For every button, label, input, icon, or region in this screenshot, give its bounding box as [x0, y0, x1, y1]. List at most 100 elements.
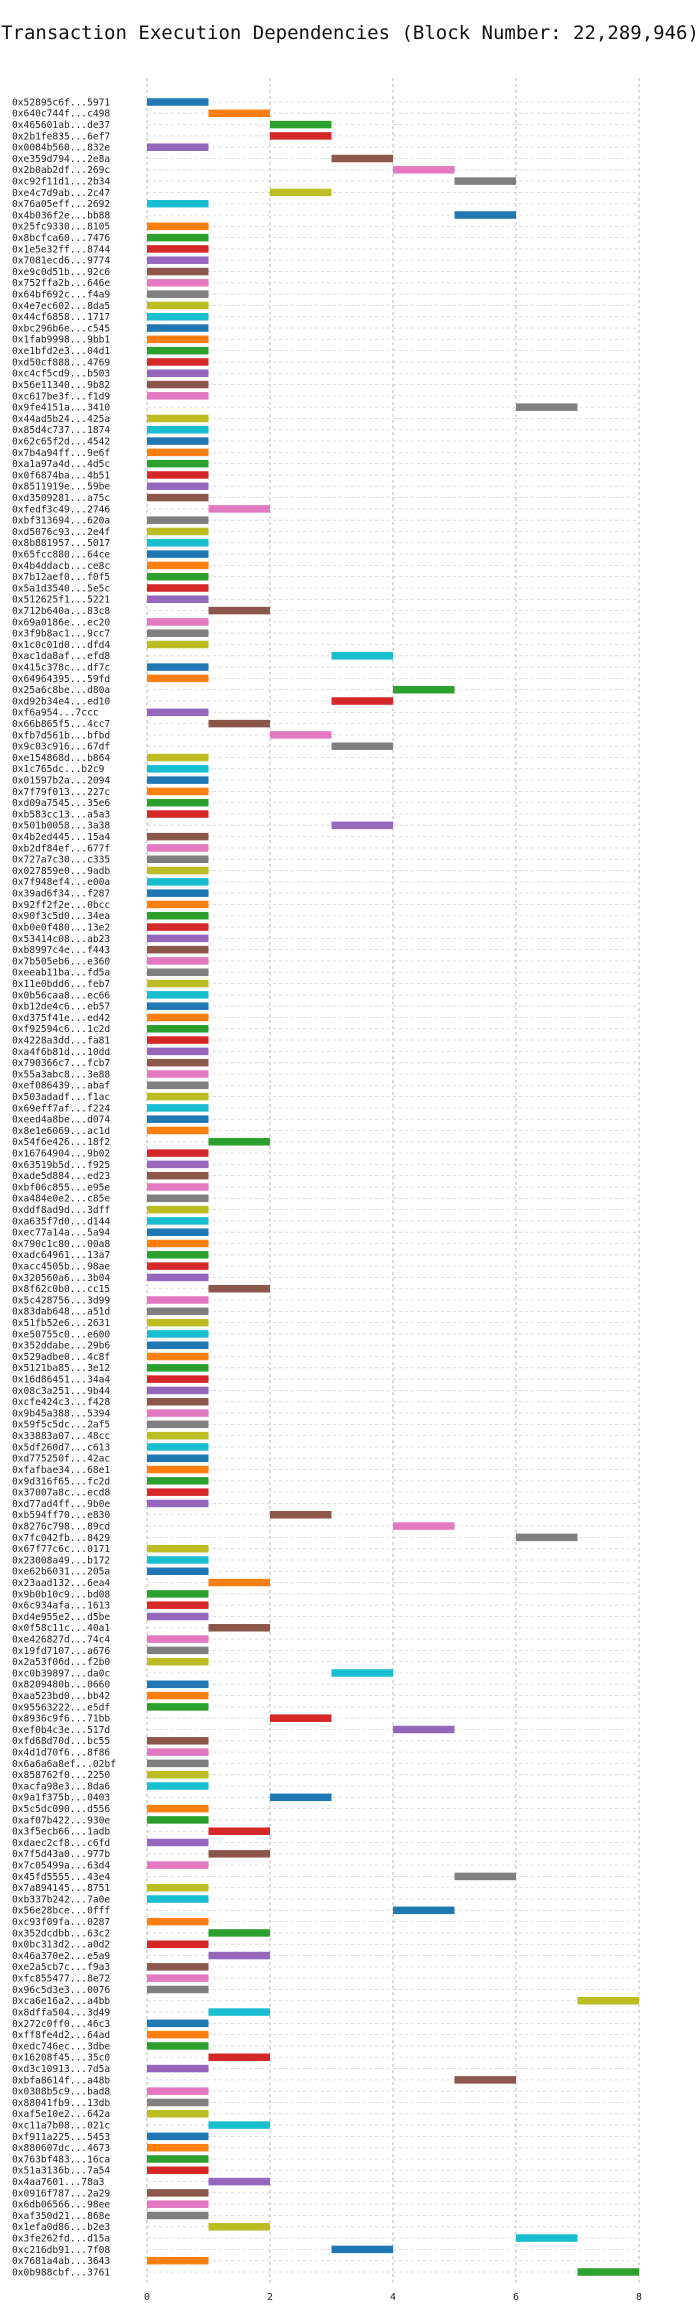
tx-bar: [147, 493, 209, 502]
tx-bar: [147, 1104, 209, 1112]
tx-label: 0x7b4a94ff...9e6f: [12, 448, 110, 459]
tx-label: 0x55a3abc8...3e88: [12, 1069, 110, 1080]
tx-label: 0xfafbae34...68e1: [12, 1465, 110, 1476]
tx-bar: [147, 1070, 209, 1078]
tx-label: 0x027859e0...9adb: [12, 866, 110, 877]
tx-bar: [208, 1850, 270, 1858]
tx-bar: [147, 527, 209, 536]
tx-bar: [147, 1985, 209, 1994]
tx-label: 0xacc4505b...98ae: [12, 1262, 110, 1273]
tx-bar: [147, 2211, 209, 2220]
tx-bar: [147, 787, 209, 796]
tx-bar: [208, 109, 270, 118]
tx-label: 0x2a53f06d...f2b0: [12, 1657, 110, 1668]
tx-bar: [208, 719, 270, 728]
tx-label: 0x1e5e32ff...8744: [12, 244, 110, 255]
tx-label: 0x352dcdbb...63c2: [12, 1928, 110, 1939]
tx-label: 0xc0b39897...da0c: [12, 1668, 110, 1679]
tx-bar: [147, 1352, 209, 1361]
tx-bar: [147, 1974, 209, 1982]
tx-label: 0x9a1f375b...0403: [12, 1793, 110, 1804]
tx-bar: [147, 1454, 209, 1462]
tx-bar: [147, 1228, 209, 1236]
tx-bar: [147, 1770, 209, 1779]
tx-bar: [147, 1883, 209, 1892]
tx-label: 0xa4f6b81d...10dd: [12, 1047, 110, 1058]
tx-label: 0x4228a3dd...fa81: [12, 1035, 110, 1046]
tx-bar: [270, 1511, 332, 1519]
tx-label: 0x7b505eb6...e360: [12, 956, 110, 967]
tx-bar: [208, 1929, 270, 1937]
tx-label: 0x7fc042fb...8429: [12, 1533, 110, 1544]
tx-bar: [270, 1793, 332, 1802]
tx-label: 0x0308b5c9...bad8: [12, 2087, 110, 2098]
tx-label: 0xff8fe4d2...64ad: [12, 2030, 110, 2041]
tx-label: 0x53414c08...ab23: [12, 934, 110, 945]
tx-bar: [147, 335, 209, 344]
tx-bar: [147, 629, 209, 637]
tx-label: 0x529adbe0...4c8f: [12, 1352, 110, 1363]
tx-bar: [147, 2132, 209, 2141]
tx-label: 0x8936c9f6...71bb: [12, 1714, 110, 1725]
tx-label: 0x9c03c916...67df: [12, 742, 110, 753]
tx-label: 0x19fd7107...a676: [12, 1646, 110, 1657]
tx-bar: [147, 855, 209, 863]
tx-label: 0xc216db91...7f08: [12, 2245, 110, 2256]
tx-label: 0x25fc9330...8105: [12, 222, 110, 233]
tx-bar: [147, 708, 209, 717]
tx-label: 0x8209480b...0660: [12, 1680, 110, 1691]
tx-label: 0x4b2ed445...15a4: [12, 832, 110, 843]
tx-label: 0x503adadf...f1ac: [12, 1092, 110, 1103]
tx-label: 0xd09a7545...35e6: [12, 798, 110, 809]
tx-label: 0xb8997c4e...f443: [12, 945, 110, 956]
tx-bar: [147, 1748, 209, 1756]
tx-label: 0xca6e16a2...a4bb: [12, 1996, 110, 2007]
tx-label: 0x69a0186e...ec20: [12, 617, 110, 628]
tx-bar: [147, 1251, 209, 1259]
tx-bar: [147, 1149, 209, 1157]
tx-bar: [147, 267, 209, 276]
bars: [147, 98, 639, 2276]
tx-label: 0x01597b2a...2094: [12, 776, 110, 787]
tx-bar: [147, 1963, 209, 1971]
x-axis-ticks: 0 2 4 6 8: [144, 2292, 642, 2303]
tx-bar: [147, 912, 209, 920]
tx-bar: [147, 810, 209, 818]
tx-bar: [147, 1126, 209, 1135]
tx-bar: [270, 188, 332, 197]
tx-bar: [147, 426, 209, 434]
tx-label: 0x7b12aef0...f0f5: [12, 572, 110, 583]
tx-bar: [147, 2064, 209, 2073]
tx-label: 0xfd68d70d...bc55: [12, 1736, 110, 1747]
tx-bar: [147, 290, 209, 298]
tx-bar: [147, 245, 209, 253]
tx-label: 0x8bcfca60...7476: [12, 233, 110, 244]
x-tick-label: 6: [513, 2292, 519, 2303]
tx-label: 0x6db06566...98ee: [12, 2200, 110, 2211]
tx-bar: [147, 1013, 209, 1022]
tx-bar: [331, 2245, 393, 2254]
tx-label: 0x790366c7...fcb7: [12, 1058, 110, 1069]
tx-bar: [147, 979, 209, 988]
tx-bar: [147, 279, 209, 287]
tx-label: 0xdaec2cf8...c6fd: [12, 1838, 110, 1849]
tx-bar: [147, 945, 209, 954]
tx-bar: [147, 1556, 209, 1564]
tx-bar: [208, 606, 270, 615]
tx-label: 0x9fe4151a...3410: [12, 403, 110, 414]
tx-bar: [147, 1861, 209, 1869]
tx-bar: [270, 120, 332, 129]
x-tick-label: 0: [144, 2292, 150, 2303]
tx-bar: [147, 1431, 209, 1440]
tx-label: 0x8276c798...89cd: [12, 1521, 110, 1532]
tx-bar: [147, 584, 209, 592]
tx-label: 0x65fcc880...64ce: [12, 549, 110, 560]
tx-bar: [147, 2019, 209, 2028]
tx-bar: [331, 652, 393, 660]
tx-label: 0x3f5ecb66...1adb: [12, 1827, 110, 1838]
tx-label: 0xbc296b6e...c545: [12, 323, 110, 334]
tx-label: 0x6a6a6a8ef...02bf: [12, 1759, 116, 1770]
tx-label: 0xb12de4c6...eb57: [12, 1002, 110, 1013]
tx-bar: [208, 1624, 270, 1632]
tx-label: 0x90f3c5d0...34ea: [12, 911, 110, 922]
